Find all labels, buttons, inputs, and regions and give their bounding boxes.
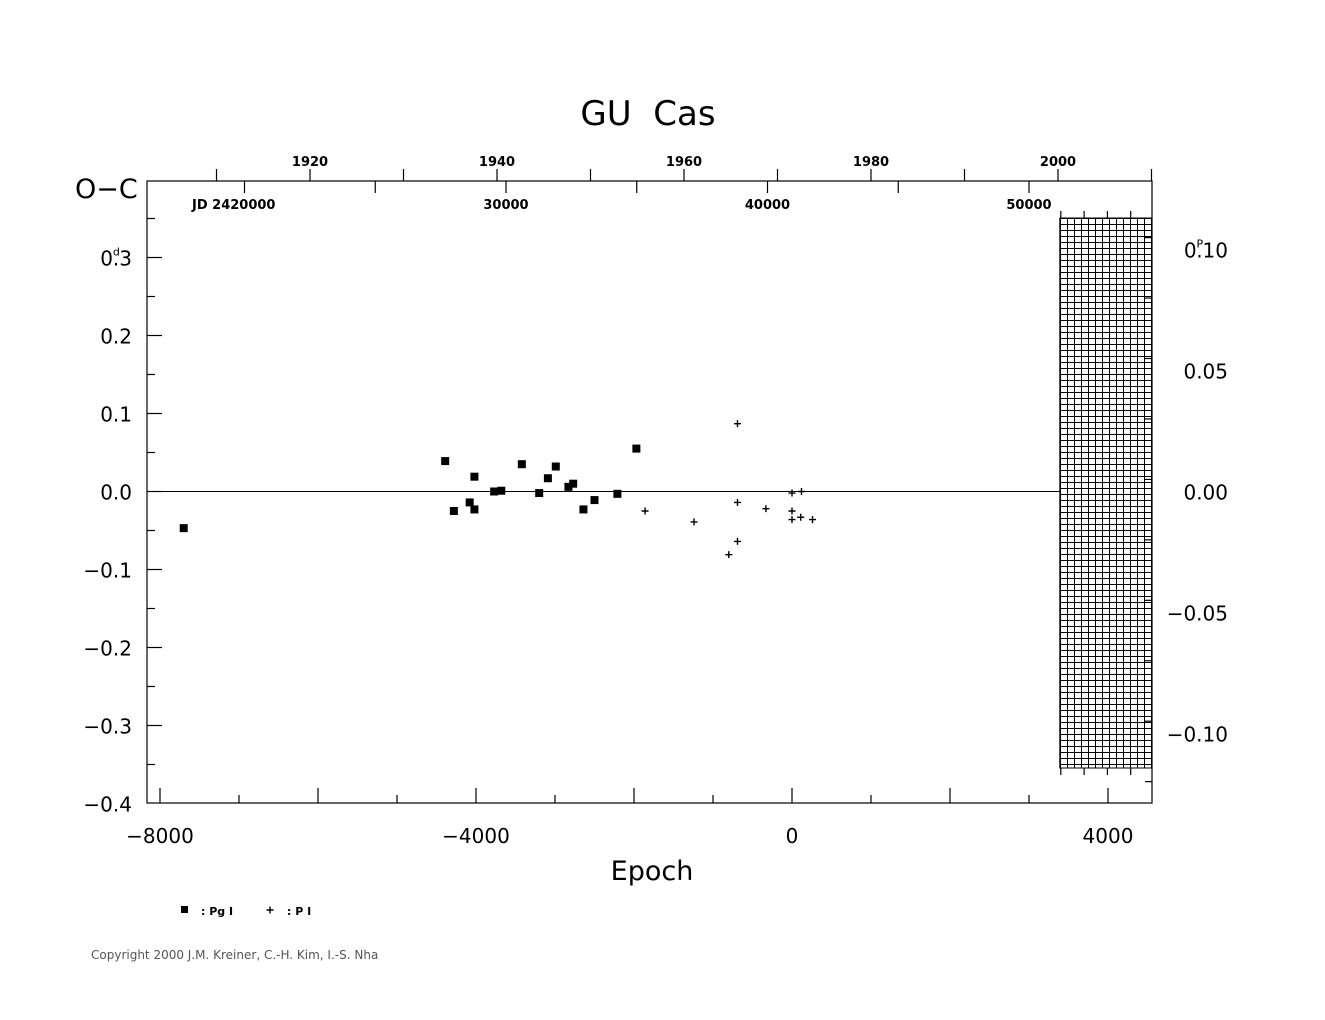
jd-label: 40000 (745, 198, 790, 213)
pgi-point (551, 462, 560, 471)
pi-point (797, 513, 805, 521)
pi-point (762, 505, 770, 513)
x-tick-label: −4000 (442, 824, 510, 848)
pgi-point (564, 482, 573, 491)
pgi-point (543, 474, 552, 483)
jd-label: 30000 (483, 198, 528, 213)
pgi-point (449, 507, 458, 515)
pgi-point (535, 489, 544, 498)
y-tick-label: −0.3 (83, 715, 132, 739)
right-tick-label: −0.05 (1167, 601, 1228, 625)
y-tick-label: 0.1 (100, 403, 132, 427)
pi-point (641, 507, 649, 515)
x-axis-label: Epoch (611, 856, 694, 887)
year-label: 1960 (666, 155, 702, 170)
legend-label-p: : P I (287, 905, 311, 918)
x-tick-label: 4000 (1083, 824, 1134, 848)
pgi-point (579, 505, 588, 514)
left-y-axis: 0d.3 0.2 0.1 0.0 −0.1 −0.2 −0.3 −0.4 (83, 217, 162, 817)
right-tick-label: 0.00 (1183, 481, 1228, 505)
year-label: 1920 (292, 155, 328, 170)
hatched-region-ticks (1060, 211, 1132, 775)
pgi-point (465, 498, 474, 507)
right-tick-label: 0.05 (1183, 360, 1228, 384)
pgi-point (590, 496, 599, 505)
pgi-point (470, 505, 479, 514)
y-axis-label: O−C (75, 174, 138, 205)
pgi-point (490, 487, 499, 496)
data-points (179, 420, 817, 559)
x-tick-label: −8000 (126, 824, 194, 848)
pi-point (797, 488, 805, 495)
pgi-point (517, 460, 526, 469)
pi-point (725, 551, 733, 559)
jd-base-label: JD 2420000 (191, 198, 275, 213)
y-tick-label: 0d.3 (100, 246, 132, 271)
pi-point (788, 489, 796, 497)
pi-point (809, 516, 817, 524)
y-tick-label: −0.4 (83, 793, 132, 817)
right-y-axis: 0P.10 0.05 0.00 −0.05 −0.10 (1145, 237, 1228, 783)
x-tick-label: 0 (786, 824, 799, 848)
pi-point (733, 420, 741, 428)
chart-title: GU Cas (580, 94, 715, 134)
pgi-point (470, 472, 479, 481)
pi-point (733, 498, 741, 506)
y-tick-label: 0.2 (100, 325, 132, 349)
y-tick-label: 0.0 (100, 481, 132, 505)
pgi-point (497, 486, 506, 495)
right-tick-label: 0P.10 (1184, 238, 1228, 263)
hatched-region (1059, 217, 1153, 769)
pi-point (733, 537, 741, 545)
legend-label-pg: : Pg I (201, 905, 233, 918)
jd-label: 50000 (1006, 198, 1051, 213)
pgi-point (613, 489, 622, 498)
year-label: 1940 (479, 155, 515, 170)
pgi-point (441, 457, 450, 466)
y-tick-label: −0.2 (83, 637, 132, 661)
pgi-point (632, 444, 641, 453)
year-label: 1980 (853, 155, 889, 170)
pi-point (788, 516, 796, 524)
year-label: 2000 (1040, 155, 1076, 170)
legend: : Pg I : P I (181, 905, 311, 918)
right-tick-label: −0.10 (1167, 722, 1228, 746)
pi-point (788, 507, 796, 515)
x-axis: −8000 −4000 0 4000 (126, 788, 1133, 848)
pgi-point (569, 479, 578, 488)
legend-plus-marker (266, 906, 274, 914)
legend-square-marker (181, 906, 188, 913)
top-time-axis: 1920 1940 1960 1980 2000 JD 2420000 30000 40000… (191, 155, 1153, 213)
y-tick-label: −0.1 (83, 559, 132, 583)
pgi-point (179, 524, 188, 533)
copyright-notice: Copyright 2000 J.M. Kreiner, C.-H. Kim, … (91, 948, 379, 962)
pi-point (690, 518, 698, 526)
